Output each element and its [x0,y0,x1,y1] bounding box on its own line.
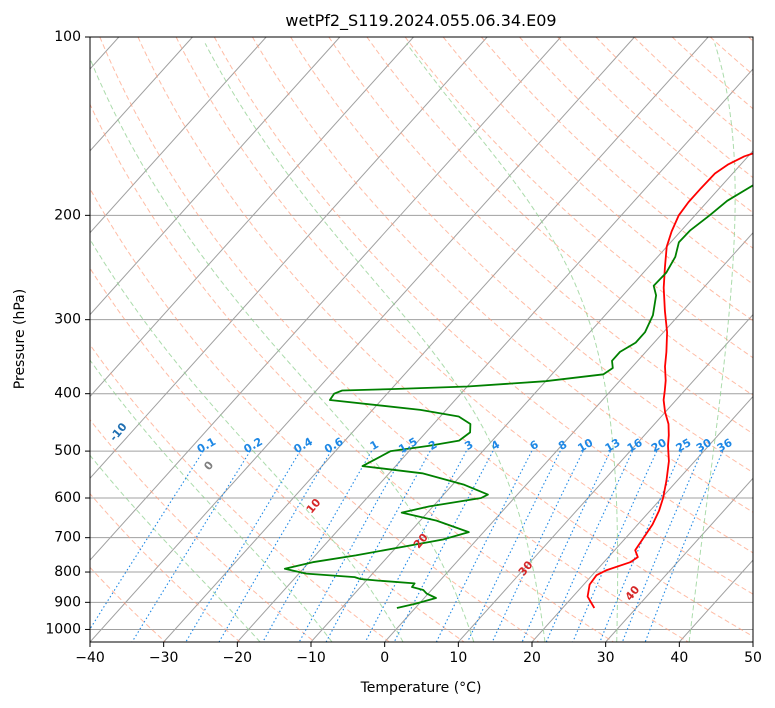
plot-frame [89,36,754,643]
y-tick-label: 100 [54,29,81,45]
mixing-ratio-line [545,450,633,642]
mixing-ratio-line [185,450,301,642]
isotherm-line [384,231,753,642]
grid-lines [90,37,753,630]
mixing-ratio-line [572,450,658,642]
mixing-ratio-line [298,450,406,642]
dry-adiabat-line [595,37,753,179]
dry-adiabat-line [90,187,540,642]
x-axis-title: Temperature (°C) [360,680,482,696]
moist-adiabat-line [90,238,404,642]
moist-adiabat-line [204,43,546,642]
dry-adiabat-line [251,37,753,513]
y-tick-label: 300 [54,312,81,328]
isotherm-line [457,313,753,642]
y-tick-label: 500 [54,443,81,459]
x-tick-label: −40 [75,650,105,666]
mixing-ratio-line [218,450,332,642]
isotherm-line [90,37,488,480]
dry-adiabat-line [99,37,689,642]
y-tick-label: 1000 [45,621,81,637]
dry-adiabats [90,37,753,642]
moist-adiabat-line [90,454,261,642]
x-tick-label: 20 [523,650,541,666]
mixing-ratio-line [90,450,204,631]
mixing-ratio-line [467,450,561,642]
x-tick-label: −10 [296,650,326,666]
dry-adiabat-line [90,103,614,642]
x-tick-label: 0 [380,650,389,666]
x-tick-label: −20 [223,650,253,666]
x-tick-label: 40 [670,650,688,666]
isotherm-line [90,37,267,234]
x-axis-ticks: −40 −30 −20 −10 0 10 20 30 40 50 [75,642,762,666]
isotherm-line [90,37,562,561]
y-tick-label: 600 [54,490,81,506]
isotherm-line [236,68,753,642]
dry-adiabat-line [481,37,753,285]
mixing-ratio-line [364,450,467,642]
isotherm-line [531,395,753,642]
dry-adiabat-line [213,37,753,554]
y-tick-label: 400 [54,386,81,402]
mixing-ratio-lines [90,450,724,642]
mixing-ratio-line [393,450,494,642]
y-tick-label: 200 [54,207,81,223]
mixing-ratio-line [599,450,682,642]
chart-title: wetPf2_S119.2024.055.06.34.E09 [285,11,556,31]
mixing-ratio-line [325,450,431,642]
dry-adiabat-line [175,37,753,595]
plot-area [90,37,753,642]
x-tick-label: 50 [744,650,762,666]
y-axis-title: Pressure (hPa) [12,289,28,389]
dry-adiabat-line [137,37,753,637]
moist-adiabat-line [90,57,475,642]
y-axis-ticks: 100 200 300 400 500 600 700 800 900 1000 [45,29,90,637]
mixing-ratio-line [491,450,584,642]
moist-adiabat-line [688,43,736,642]
x-tick-label: −30 [149,650,179,666]
isotherm-line [310,150,753,642]
y-tick-label: 700 [54,530,81,546]
x-tick-label: 10 [449,650,467,666]
dry-adiabat-line [366,37,753,396]
isotherm-line [605,477,753,642]
temperature-profile-line [586,152,753,609]
sounding-series [283,152,753,609]
dry-adiabat-line [557,37,753,214]
skewed-isotherms [90,37,753,642]
mixing-ratio-line [262,450,373,642]
isotherm-line [163,37,709,642]
mixing-ratio-line [131,450,251,642]
mixing-ratio-line [621,450,703,642]
dry-adiabat-line [290,37,753,474]
dry-adiabat-line [90,492,241,642]
y-tick-label: 900 [54,594,81,610]
y-tick-label: 800 [54,564,81,580]
x-tick-label: 30 [597,650,615,666]
isotherm-line [90,37,341,316]
isotherm-line [90,37,414,398]
isotherm-line [90,37,635,642]
isotherm-line [90,37,193,152]
dewpoint-profile-line [283,184,753,609]
